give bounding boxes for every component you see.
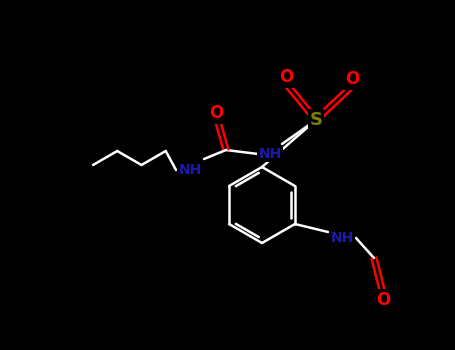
Text: NH: NH <box>178 163 202 177</box>
Text: O: O <box>345 70 359 88</box>
Text: O: O <box>376 291 390 309</box>
Text: S: S <box>309 111 323 129</box>
Text: NH: NH <box>258 147 282 161</box>
Text: O: O <box>279 68 293 86</box>
Text: NH: NH <box>330 231 354 245</box>
Text: O: O <box>209 104 223 122</box>
